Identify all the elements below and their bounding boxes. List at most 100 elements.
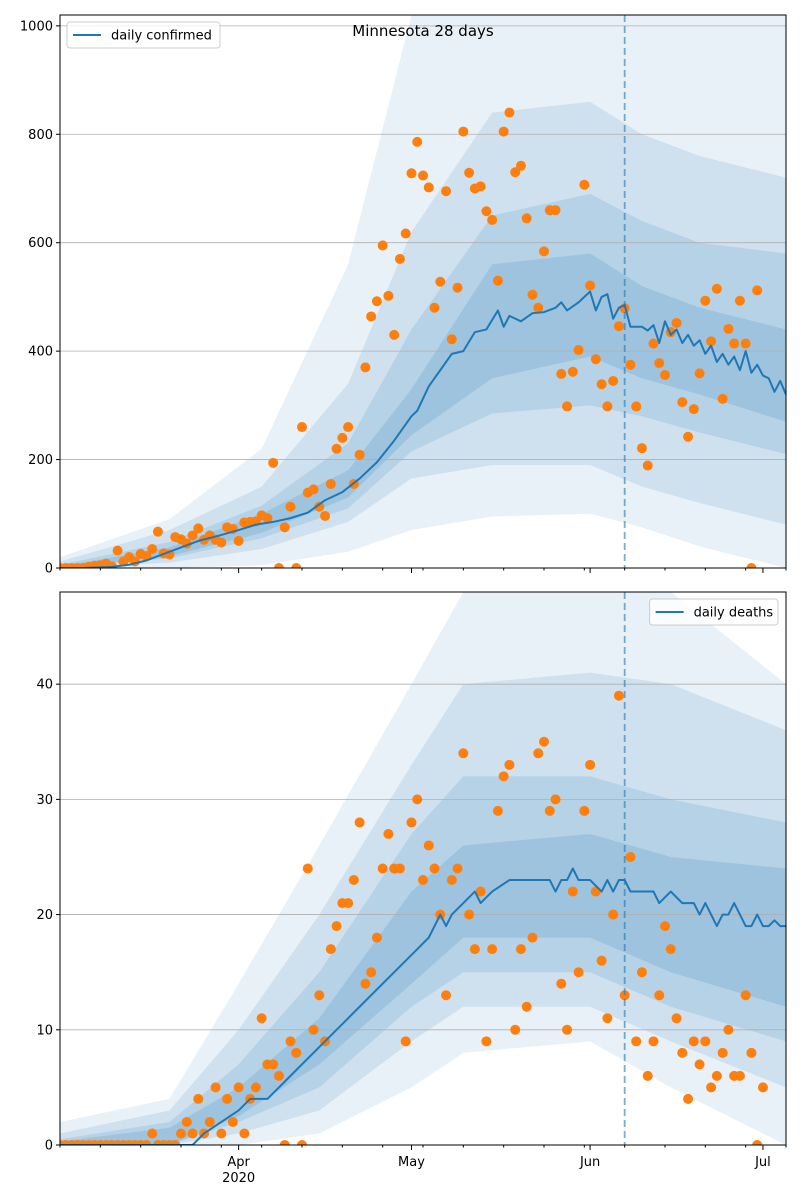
- observed-point: [331, 921, 342, 932]
- x-tick-label: Apr: [227, 1155, 250, 1170]
- observed-point: [285, 501, 296, 512]
- observed-point: [325, 944, 336, 955]
- observed-point: [314, 501, 325, 512]
- observed-point: [556, 368, 567, 379]
- observed-point: [464, 167, 475, 178]
- observed-point: [268, 457, 279, 468]
- deaths-median-line: [60, 867, 786, 1145]
- observed-point: [210, 1082, 221, 1093]
- observed-point: [141, 1140, 152, 1145]
- observed-point: [567, 886, 578, 897]
- band-core: [60, 253, 786, 568]
- confirmed-y-ticks: 0 200 400 600 800 1000: [20, 19, 60, 577]
- observed-point: [717, 393, 728, 404]
- observed-point: [717, 1047, 728, 1058]
- observed-point: [734, 1070, 745, 1081]
- observed-point: [250, 1082, 261, 1093]
- observed-point: [613, 690, 624, 701]
- observed-point: [193, 523, 204, 534]
- observed-point: [279, 1140, 290, 1145]
- observed-point: [446, 334, 457, 345]
- observed-point: [683, 431, 694, 442]
- observed-point: [504, 107, 515, 118]
- observed-point: [458, 748, 469, 759]
- observed-point: [308, 1024, 319, 1035]
- observed-point: [481, 206, 492, 217]
- observed-point: [360, 362, 371, 373]
- y-tick-label: 10: [36, 1023, 53, 1038]
- observed-point: [671, 1013, 682, 1024]
- observed-point: [233, 1082, 244, 1093]
- observed-point: [550, 205, 561, 216]
- observed-point: [239, 1128, 250, 1139]
- observed-point: [418, 170, 428, 181]
- deaths-y-ticks: 0 10 20 30 40: [36, 678, 60, 1154]
- observed-point: [492, 275, 503, 286]
- observed-point: [631, 401, 642, 412]
- observed-point: [204, 1116, 215, 1127]
- observed-point: [297, 422, 307, 433]
- observed-point: [723, 1024, 734, 1035]
- observed-point: [262, 513, 273, 524]
- observed-point: [452, 863, 463, 874]
- observed-point: [757, 1082, 768, 1093]
- y-tick-label: 600: [28, 236, 53, 251]
- observed-point: [481, 1036, 492, 1047]
- chart-title: Minnesota 28 days: [352, 22, 494, 40]
- y-tick-label: 1000: [20, 19, 53, 34]
- observed-point: [400, 228, 411, 239]
- y-tick-label: 400: [28, 345, 53, 360]
- observed-point: [677, 1047, 688, 1058]
- confirmed-legend: daily confirmed: [66, 21, 221, 49]
- observed-point: [291, 563, 302, 568]
- observed-point: [700, 295, 711, 306]
- observed-point: [394, 863, 405, 874]
- observed-point: [354, 817, 365, 828]
- observed-point: [585, 759, 596, 770]
- confirmed-median-line: [60, 290, 786, 568]
- legend-box: [66, 21, 221, 49]
- observed-point: [706, 336, 717, 347]
- observed-point: [527, 289, 538, 300]
- x-tick-year-label: 2020: [222, 1171, 255, 1186]
- observed-point: [441, 186, 452, 197]
- x-tick-label: May: [398, 1155, 425, 1170]
- observed-point: [510, 1024, 521, 1035]
- observed-point: [256, 1013, 267, 1024]
- confirmed-observed-points: [60, 107, 763, 568]
- observed-point: [181, 1116, 192, 1127]
- observed-point: [648, 338, 659, 349]
- observed-point: [631, 1036, 642, 1047]
- observed-point: [746, 563, 757, 568]
- observed-point: [498, 771, 509, 782]
- observed-point: [533, 302, 544, 313]
- observed-point: [458, 126, 469, 137]
- observed-point: [613, 321, 624, 332]
- observed-point: [475, 181, 486, 192]
- observed-point: [510, 167, 521, 178]
- observed-point: [734, 295, 745, 306]
- observed-point: [590, 354, 601, 365]
- deaths-gridlines: [60, 683, 786, 1031]
- observed-point: [325, 478, 336, 489]
- observed-point: [596, 955, 607, 966]
- observed-point: [694, 1059, 705, 1070]
- observed-point: [371, 932, 382, 943]
- observed-point: [366, 311, 377, 322]
- observed-point: [337, 432, 348, 443]
- observed-point: [688, 1036, 699, 1047]
- observed-point: [464, 909, 475, 920]
- observed-point: [423, 840, 434, 851]
- observed-point: [694, 368, 705, 379]
- observed-point: [279, 522, 290, 533]
- observed-point: [740, 338, 751, 349]
- observed-point: [596, 379, 607, 390]
- observed-point: [683, 1093, 694, 1104]
- y-tick-label: 200: [28, 453, 53, 468]
- y-tick-label: 0: [45, 1139, 53, 1154]
- observed-point: [222, 1093, 233, 1104]
- observed-point: [302, 863, 313, 874]
